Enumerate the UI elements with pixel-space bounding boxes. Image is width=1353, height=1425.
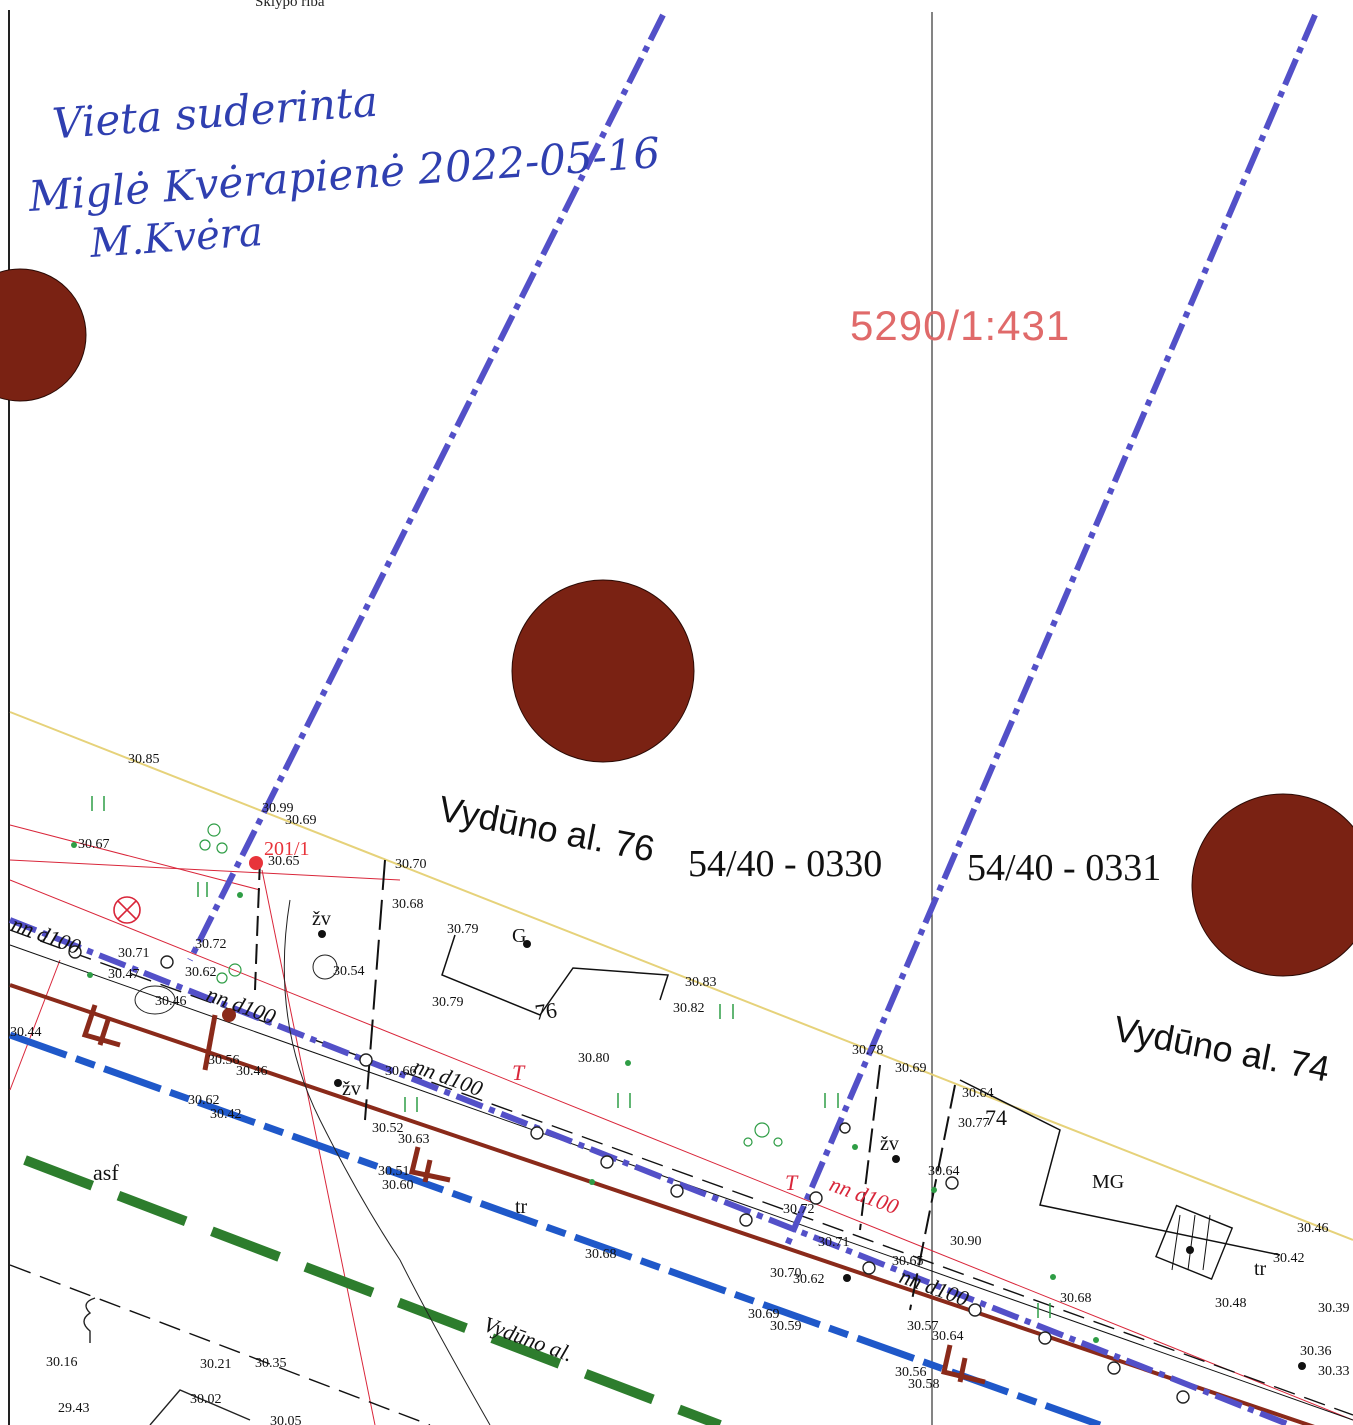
elev: 30.66 <box>385 1064 417 1079</box>
elev: 30.35 <box>255 1356 287 1371</box>
t-label-1: T <box>512 1060 526 1085</box>
elev: 30.68 <box>1060 1291 1092 1306</box>
elev: 30.90 <box>950 1234 982 1249</box>
elev: 30.65 <box>268 854 300 869</box>
elev: 30.62 <box>188 1093 220 1108</box>
pipe-label-4: nn d100 <box>826 1171 902 1219</box>
marker-circle-right <box>1192 794 1353 976</box>
elev: 30.77 <box>958 1116 990 1131</box>
elev: 30.42 <box>1273 1251 1305 1266</box>
well-label-1: žv <box>312 908 331 930</box>
utility-line-t <box>10 880 1353 1420</box>
surface-label-asf: asf <box>93 1160 119 1185</box>
address-76: Vydūno al. 76 <box>435 788 658 870</box>
control-point-201-1 <box>249 856 263 870</box>
pipe-label-1: nn d100 <box>8 911 84 959</box>
elev: 30.68 <box>585 1247 617 1262</box>
elev: 30.82 <box>673 1001 705 1016</box>
t-label-2: T <box>785 1170 799 1195</box>
elev: 30.64 <box>932 1329 964 1344</box>
elev: 30.33 <box>1318 1364 1350 1379</box>
well-label-3: žv <box>880 1133 899 1155</box>
elev: 30.83 <box>685 975 717 990</box>
elev: 30.71 <box>818 1235 850 1250</box>
elev: 30.69 <box>285 813 317 828</box>
elev: 30.72 <box>195 937 227 952</box>
well-label-2: žv <box>342 1078 361 1100</box>
curb-line-1 <box>365 860 385 1120</box>
pipe-label-5: nn d100 <box>896 1263 972 1311</box>
elev: 30.05 <box>270 1414 302 1425</box>
elev: 30.79 <box>432 995 464 1010</box>
elev: 30.64 <box>962 1086 994 1101</box>
building-g-label: G <box>512 925 526 947</box>
elev: 30.68 <box>392 897 424 912</box>
elev: 30.63 <box>398 1132 430 1147</box>
elev: 30.46 <box>155 994 187 1009</box>
utility-line-t3 <box>10 825 260 890</box>
elev: 30.02 <box>190 1392 222 1407</box>
elev: 30.67 <box>78 837 110 852</box>
curb-line-2 <box>255 860 260 990</box>
elev: 30.80 <box>578 1051 610 1066</box>
elev: 30.62 <box>793 1272 825 1287</box>
elev: 29.43 <box>58 1401 90 1416</box>
elev: 30.58 <box>908 1377 940 1392</box>
tree-symbol <box>84 1298 95 1343</box>
surface-label-tr: tr <box>515 1196 528 1218</box>
elev: 30.56 <box>208 1053 240 1068</box>
elev: 30.51 <box>378 1164 410 1179</box>
elev: 30.42 <box>210 1107 242 1122</box>
elev: 30.71 <box>118 946 150 961</box>
elev: 30.21 <box>200 1357 232 1372</box>
street-name: Vydūno al. <box>480 1311 576 1366</box>
elev: 30.16 <box>46 1355 78 1370</box>
elev: 30.70 <box>395 857 427 872</box>
parcel-id-right: 54/40 - 0331 <box>967 847 1161 889</box>
parcel-area-label: 5290/1:431 <box>850 302 1070 350</box>
elev: 30.79 <box>447 922 479 937</box>
elev: 30.59 <box>770 1319 802 1334</box>
address-74: Vydūno al. 74 <box>1110 1008 1333 1090</box>
elev: 30.69 <box>895 1061 927 1076</box>
utility-line-t2 <box>10 860 400 880</box>
road-edge-green <box>25 1160 720 1425</box>
crosshair-marker <box>114 897 140 923</box>
elev: 30.85 <box>128 752 160 767</box>
elev: 30.39 <box>1318 1301 1350 1316</box>
elev: 30.54 <box>333 964 365 979</box>
elev: 30.60 <box>382 1178 414 1193</box>
parcel-id-left: 54/40 - 0330 <box>688 843 882 885</box>
elev: 30.44 <box>10 1025 42 1040</box>
elev: 30.65 <box>892 1254 924 1269</box>
surface-label-tr-2: tr <box>1254 1258 1267 1280</box>
elev: 30.78 <box>852 1043 884 1058</box>
building-76-number: 76 <box>533 997 558 1025</box>
marker-circle-left <box>0 269 86 401</box>
elev: 30.48 <box>1215 1296 1247 1311</box>
elev: 30.72 <box>783 1202 815 1217</box>
elev: 30.62 <box>185 965 217 980</box>
elev: 30.36 <box>1300 1344 1332 1359</box>
elev: 30.64 <box>928 1164 960 1179</box>
marker-circle-center <box>512 580 694 762</box>
elev: 30.46 <box>1297 1221 1329 1236</box>
building-mg-label: MG <box>1092 1171 1124 1193</box>
elev: 30.46 <box>236 1064 268 1079</box>
elev: 30.47 <box>108 967 140 982</box>
